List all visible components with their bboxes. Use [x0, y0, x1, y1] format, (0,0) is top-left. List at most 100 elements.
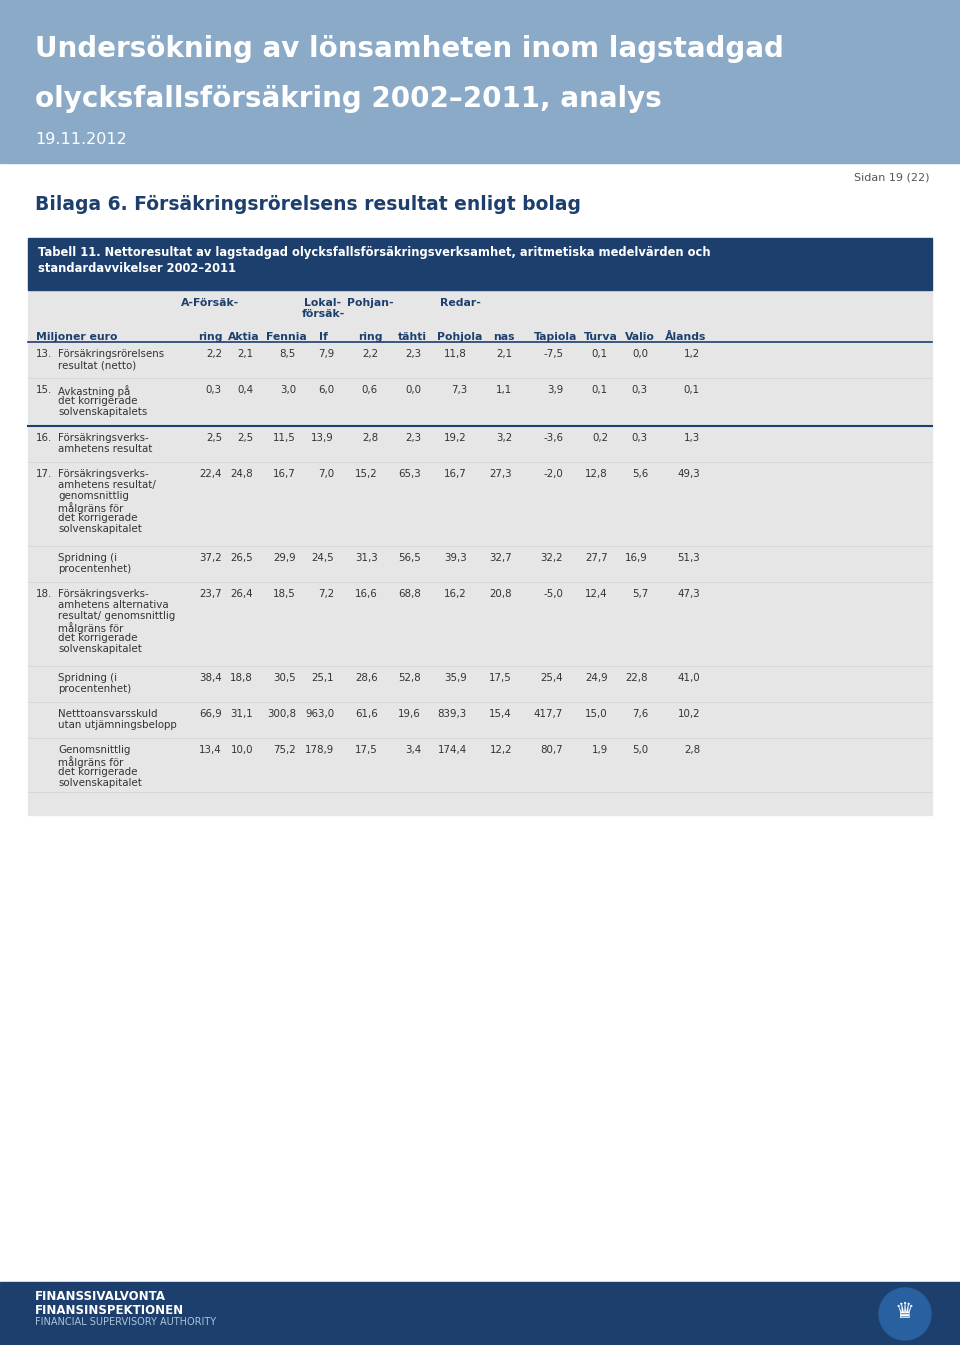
Text: 0,0: 0,0 [405, 385, 421, 395]
Text: 24,8: 24,8 [230, 469, 253, 479]
Text: 11,5: 11,5 [274, 433, 296, 443]
Text: FINANCIAL SUPERVISORY AUTHORITY: FINANCIAL SUPERVISORY AUTHORITY [35, 1317, 216, 1328]
Text: Fennia: Fennia [266, 332, 306, 342]
Text: målgräns för: målgräns för [58, 502, 124, 514]
Text: 963,0: 963,0 [305, 709, 334, 720]
Text: 19,6: 19,6 [398, 709, 421, 720]
Text: 1,3: 1,3 [684, 433, 700, 443]
Text: 35,9: 35,9 [444, 672, 467, 683]
Text: 8,5: 8,5 [279, 348, 296, 359]
Text: -5,0: -5,0 [543, 589, 563, 599]
Text: 10,2: 10,2 [678, 709, 700, 720]
Text: 68,8: 68,8 [398, 589, 421, 599]
Text: 5,0: 5,0 [632, 745, 648, 755]
Text: 39,3: 39,3 [444, 553, 467, 564]
Text: 0,4: 0,4 [237, 385, 253, 395]
Text: Pohjola: Pohjola [438, 332, 483, 342]
Text: 32,2: 32,2 [540, 553, 563, 564]
Text: 5,6: 5,6 [632, 469, 648, 479]
Text: Tabell 11. Nettoresultat av lagstadgad olycksfallsförsäkringsverksamhet, aritmet: Tabell 11. Nettoresultat av lagstadgad o… [38, 246, 710, 260]
Text: Lokal-: Lokal- [304, 299, 342, 308]
Text: 0,3: 0,3 [632, 385, 648, 395]
Text: 24,9: 24,9 [586, 672, 608, 683]
Text: 7,3: 7,3 [451, 385, 467, 395]
Text: 2,2: 2,2 [206, 348, 222, 359]
Text: 26,4: 26,4 [230, 589, 253, 599]
Text: 1,2: 1,2 [684, 348, 700, 359]
Text: 22,4: 22,4 [200, 469, 222, 479]
Text: det korrigerade: det korrigerade [58, 633, 137, 643]
Bar [28, 238, 932, 291]
Text: 15,4: 15,4 [490, 709, 512, 720]
Text: FINANSSIVALVONTA: FINANSSIVALVONTA [35, 1290, 166, 1303]
Text: 18.: 18. [36, 589, 52, 599]
Text: 6,0: 6,0 [318, 385, 334, 395]
Text: -7,5: -7,5 [543, 348, 563, 359]
Text: 37,2: 37,2 [200, 553, 222, 564]
Text: 38,4: 38,4 [200, 672, 222, 683]
Text: 2,8: 2,8 [362, 433, 378, 443]
Text: Netttoansvarsskuld: Netttoansvarsskuld [58, 709, 157, 720]
Text: 80,7: 80,7 [540, 745, 563, 755]
Text: Redar-: Redar- [440, 299, 480, 308]
Circle shape [879, 1289, 931, 1340]
Text: 65,3: 65,3 [398, 469, 421, 479]
Text: 27,7: 27,7 [586, 553, 608, 564]
Text: 0,3: 0,3 [205, 385, 222, 395]
Text: A-Försäk-: A-Försäk- [180, 299, 239, 308]
Text: 174,4: 174,4 [438, 745, 467, 755]
Text: 839,3: 839,3 [438, 709, 467, 720]
Text: If: If [319, 332, 327, 342]
Text: Miljoner euro: Miljoner euro [36, 332, 117, 342]
Text: Valio: Valio [625, 332, 655, 342]
Text: 417,7: 417,7 [534, 709, 563, 720]
Text: 20,8: 20,8 [490, 589, 512, 599]
Text: 1,9: 1,9 [591, 745, 608, 755]
Text: solvenskapitalet: solvenskapitalet [58, 777, 142, 788]
Text: 41,0: 41,0 [678, 672, 700, 683]
Text: procentenhet): procentenhet) [58, 564, 132, 574]
Text: 0,3: 0,3 [632, 433, 648, 443]
Text: 178,9: 178,9 [304, 745, 334, 755]
Text: 11,8: 11,8 [444, 348, 467, 359]
Text: amhetens resultat: amhetens resultat [58, 444, 153, 455]
Text: 18,5: 18,5 [274, 589, 296, 599]
Text: 19.11.2012: 19.11.2012 [35, 132, 127, 147]
Text: solvenskapitalet: solvenskapitalet [58, 644, 142, 654]
Text: 32,7: 32,7 [490, 553, 512, 564]
Text: 12,4: 12,4 [586, 589, 608, 599]
Text: 13,4: 13,4 [200, 745, 222, 755]
Text: FINANSINSPEKTIONEN: FINANSINSPEKTIONEN [35, 1305, 184, 1317]
Text: 10,0: 10,0 [230, 745, 253, 755]
Text: 31,1: 31,1 [230, 709, 253, 720]
Bar [28, 291, 932, 815]
Text: 29,9: 29,9 [274, 553, 296, 564]
Bar [0, 163, 960, 1345]
Text: 28,6: 28,6 [355, 672, 378, 683]
Text: 7,0: 7,0 [318, 469, 334, 479]
Text: 26,5: 26,5 [230, 553, 253, 564]
Text: 7,2: 7,2 [318, 589, 334, 599]
Text: 300,8: 300,8 [267, 709, 296, 720]
Text: Försäkringsrörelsens: Försäkringsrörelsens [58, 348, 164, 359]
Text: ring: ring [358, 332, 382, 342]
Text: -2,0: -2,0 [543, 469, 563, 479]
Text: 49,3: 49,3 [677, 469, 700, 479]
Text: 66,9: 66,9 [200, 709, 222, 720]
Bar [0, 0, 960, 163]
Text: 16,9: 16,9 [625, 553, 648, 564]
Text: 2,5: 2,5 [205, 433, 222, 443]
Text: 0,1: 0,1 [592, 348, 608, 359]
Text: 3,9: 3,9 [547, 385, 563, 395]
Text: resultat/ genomsnittlig: resultat/ genomsnittlig [58, 611, 176, 621]
Text: 0,0: 0,0 [632, 348, 648, 359]
Text: 2,1: 2,1 [237, 348, 253, 359]
Text: 30,5: 30,5 [274, 672, 296, 683]
Text: 12,8: 12,8 [586, 469, 608, 479]
Text: 16,6: 16,6 [355, 589, 378, 599]
Text: 75,2: 75,2 [274, 745, 296, 755]
Text: amhetens alternativa: amhetens alternativa [58, 600, 169, 611]
Text: Genomsnittlig: Genomsnittlig [58, 745, 131, 755]
Text: 2,3: 2,3 [405, 433, 421, 443]
Text: Försäkringsverks-: Försäkringsverks- [58, 433, 149, 443]
